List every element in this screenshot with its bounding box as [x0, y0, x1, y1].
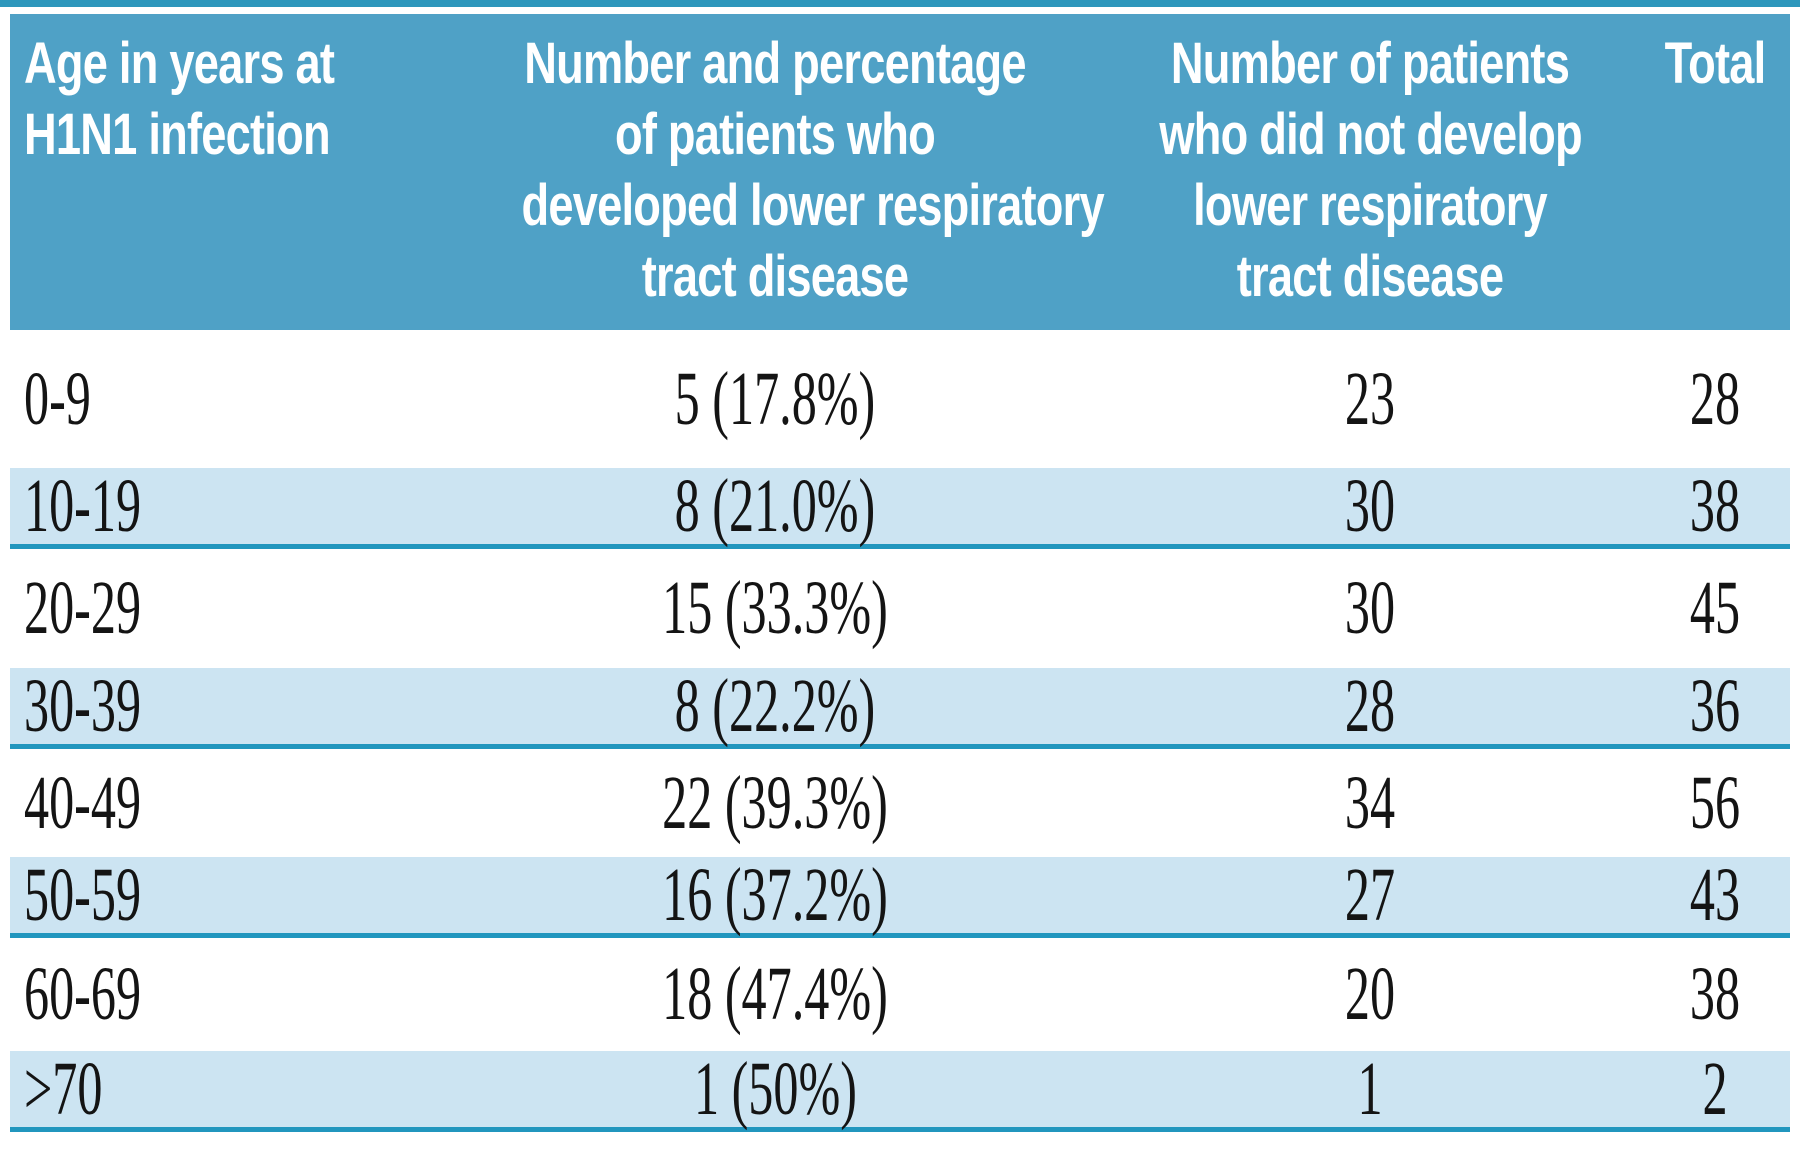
cell-age: 60-69	[24, 952, 142, 1037]
cell-total: 38	[1689, 952, 1741, 1037]
header-total-column: Total	[1640, 14, 1790, 330]
header-not-developed-column: Number of patients who did not develop l…	[1100, 14, 1640, 330]
table-row: 50-59 16 (37.2%) 27 43	[10, 857, 1790, 936]
table-row: 30-39 8 (22.2%) 28 36	[10, 663, 1790, 748]
header-developed-line: developed lower respiratory	[521, 173, 1105, 238]
table-row: 0-9 5 (17.8%) 23 28	[10, 330, 1790, 468]
cell-total: 2	[1702, 1046, 1728, 1131]
cell-total: 43	[1689, 853, 1741, 937]
header-age-line: Age in years at	[24, 31, 335, 96]
cell-not-developed: 34	[1344, 760, 1396, 845]
table-row: >70 1 (50%) 1 2	[10, 1046, 1790, 1131]
table-row: 60-69 18 (47.4%) 20 38	[10, 935, 1790, 1051]
cell-age: 40-49	[24, 760, 142, 845]
cell-not-developed: 27	[1344, 853, 1396, 937]
cell-developed: 15 (33.3%)	[662, 566, 888, 651]
cell-total: 36	[1689, 663, 1741, 748]
cell-developed: 8 (21.0%)	[674, 464, 876, 548]
cell-age: 0-9	[24, 357, 91, 441]
header-age-line: H1N1 infection	[24, 102, 331, 167]
cell-age: 30-39	[24, 663, 142, 748]
cell-not-developed: 23	[1344, 357, 1396, 441]
h1n1-age-table: Age in years at H1N1 infection Number an…	[10, 14, 1790, 1132]
cell-not-developed: 28	[1344, 663, 1396, 748]
cell-developed: 5 (17.8%)	[674, 357, 876, 441]
cell-age: 50-59	[24, 853, 142, 937]
table-header-row: Age in years at H1N1 infection Number an…	[10, 14, 1790, 330]
header-not-developed-line: Number of patients	[1170, 31, 1570, 96]
cell-total: 45	[1689, 566, 1741, 651]
top-border-bar	[0, 0, 1800, 7]
table-row: 40-49 22 (39.3%) 34 56	[10, 746, 1790, 857]
cell-not-developed: 30	[1344, 566, 1396, 651]
header-developed-line: of patients who	[614, 102, 936, 167]
header-total-line: Total	[1664, 31, 1767, 96]
cell-total: 38	[1689, 464, 1741, 548]
cell-developed: 8 (22.2%)	[674, 663, 876, 748]
header-developed-line: tract disease	[641, 244, 909, 309]
cell-developed: 22 (39.3%)	[662, 760, 888, 845]
cell-developed: 1 (50%)	[693, 1046, 857, 1131]
cell-developed: 16 (37.2%)	[662, 853, 888, 937]
cell-total: 56	[1689, 760, 1741, 845]
header-not-developed-line: lower respiratory	[1193, 173, 1548, 238]
header-not-developed-line: tract disease	[1236, 244, 1504, 309]
cell-age: 10-19	[24, 464, 142, 548]
cell-not-developed: 1	[1357, 1046, 1383, 1131]
header-developed-column: Number and percentage of patients who de…	[450, 14, 1105, 330]
header-not-developed-line: who did not develop	[1159, 102, 1582, 167]
cell-total: 28	[1689, 357, 1741, 441]
cell-age: >70	[24, 1046, 103, 1131]
cell-not-developed: 30	[1344, 464, 1396, 548]
header-age-column: Age in years at H1N1 infection	[10, 14, 450, 330]
cell-not-developed: 20	[1344, 952, 1396, 1037]
header-developed-line: Number and percentage	[524, 31, 1026, 96]
cell-developed: 18 (47.4%)	[662, 952, 888, 1037]
cell-age: 20-29	[24, 566, 142, 651]
table-row: 10-19 8 (21.0%) 30 38	[10, 468, 1790, 547]
table-row: 20-29 15 (33.3%) 30 45	[10, 546, 1790, 668]
